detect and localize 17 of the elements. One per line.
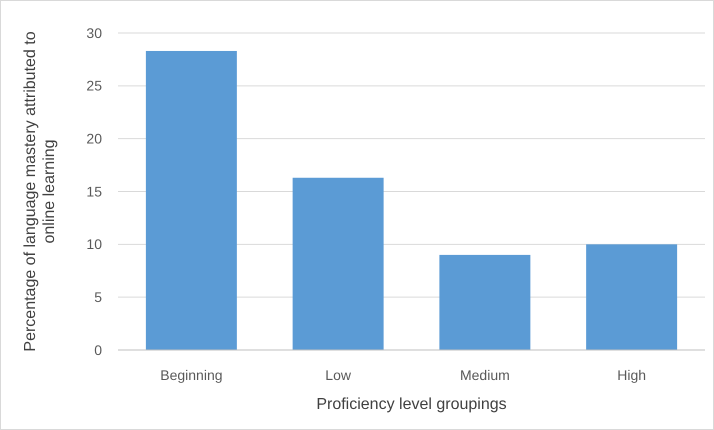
x-axis-title: Proficiency level groupings <box>316 396 507 413</box>
y-tick-label: 15 <box>86 183 102 200</box>
y-tick-label: 10 <box>86 236 102 252</box>
x-tick-label: High <box>617 367 646 383</box>
y-tick-label: 0 <box>94 342 102 358</box>
bar <box>439 254 530 350</box>
x-tick-label: Medium <box>460 367 510 383</box>
bar <box>586 244 678 350</box>
x-tick-label: Low <box>325 367 352 383</box>
y-tick-label: 25 <box>86 78 102 94</box>
y-tick-label: 30 <box>86 24 102 41</box>
x-tick-label: Beginning <box>160 367 223 383</box>
y-tick-label: 5 <box>94 289 102 306</box>
bar <box>292 178 384 350</box>
y-axis-title: Percentage of language mastery attributed to online learning <box>22 31 58 352</box>
y-tick-label: 20 <box>86 130 102 147</box>
bar <box>146 50 237 350</box>
